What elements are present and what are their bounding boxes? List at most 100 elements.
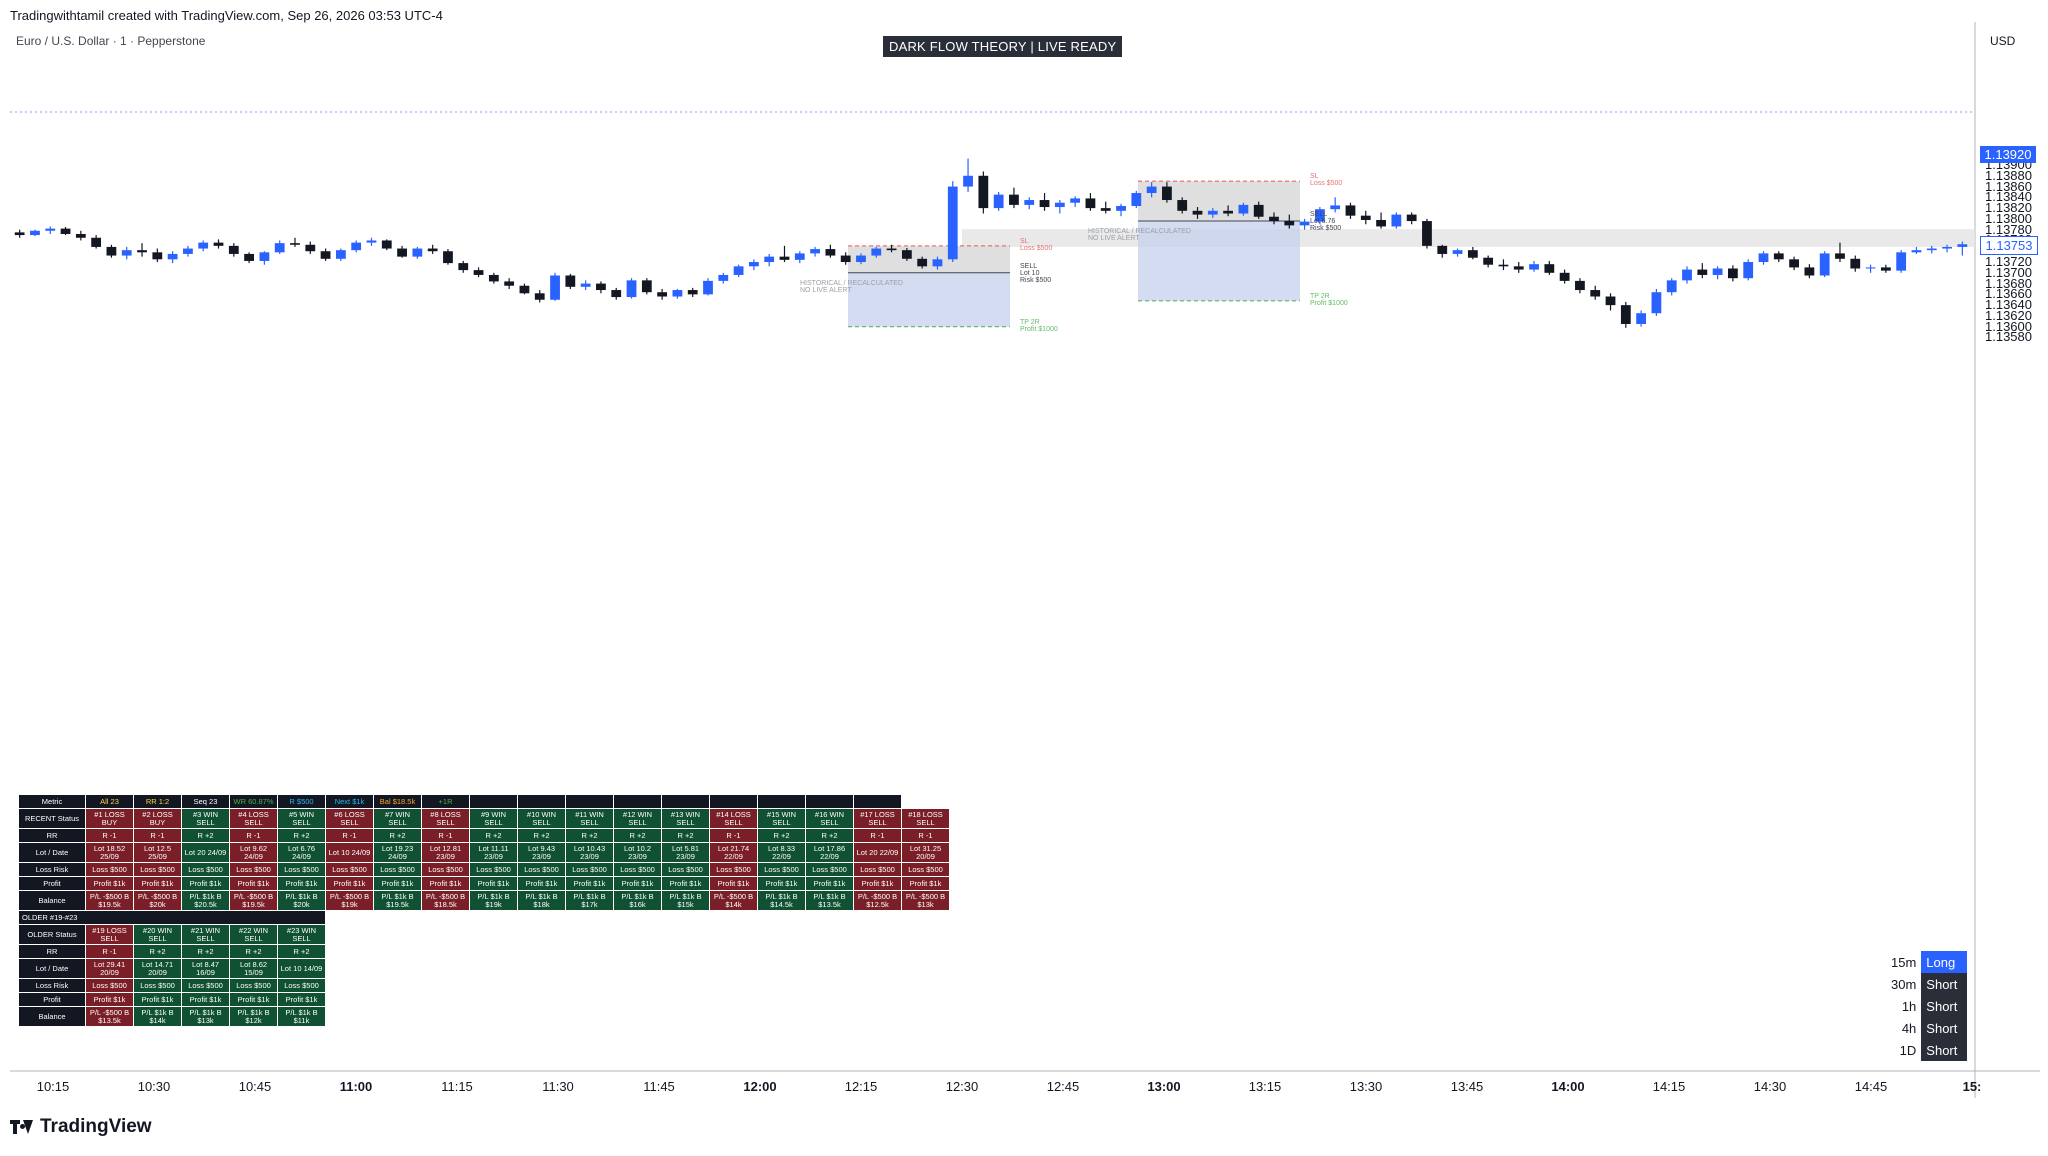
table-cell	[805, 794, 854, 809]
table-cell	[565, 794, 614, 809]
candle	[75, 230, 86, 241]
candle	[1376, 212, 1386, 229]
table-cell: OLDER #19-#23	[18, 910, 326, 925]
candle	[1452, 248, 1463, 257]
table-cell: Loss $500	[133, 862, 182, 877]
candle	[1177, 197, 1188, 214]
table-cell: Loss Risk	[18, 862, 86, 877]
candle	[1880, 264, 1891, 273]
price-tick: 1.13860	[1985, 178, 2032, 194]
price-tick: 1.13720	[1985, 254, 2032, 270]
table-row: Loss Risk Loss $500 Loss $500 Loss $500 Loss…	[18, 862, 950, 877]
table-cell: P/L -$500 B $14k	[709, 890, 758, 911]
table-cell: Loss $500	[853, 862, 902, 877]
table-cell: Lot 11.11 23/09	[469, 842, 518, 863]
candle	[320, 248, 331, 261]
table-cell: Lot 20 24/09	[181, 842, 230, 863]
table-cell: P/L -$500 B $18.5k	[421, 890, 470, 911]
table-cell: #14 LOSS SELL	[709, 808, 758, 829]
price-tick: 1.13700	[1985, 264, 2032, 280]
price-tick: 1.13660	[1985, 286, 2032, 302]
candle	[1238, 202, 1249, 216]
table-cell: #21 WIN SELL	[181, 924, 230, 945]
trade-setup-1[interactable]	[848, 245, 1010, 328]
table-row: Profit Profit $1k Profit $1k Profit $1k Prof…	[18, 992, 950, 1007]
symbol-legend[interactable]: Euro / U.S. Dollar · 1 · Pepperstone	[16, 34, 206, 48]
candle	[1284, 214, 1295, 229]
candle	[1253, 201, 1264, 219]
table-cell: R +2	[181, 828, 230, 843]
table-cell: Loss $500	[325, 862, 374, 877]
candle	[1697, 263, 1708, 279]
candle	[290, 237, 300, 247]
table-cell: R +2	[757, 828, 806, 843]
candle	[1269, 212, 1279, 225]
candle	[137, 243, 147, 257]
table-cell: #22 WIN SELL	[229, 924, 278, 945]
trade-setup-2[interactable]	[1138, 180, 1300, 302]
table-cell: Lot 12.5 25/09	[133, 842, 182, 863]
table-cell: Loss $500	[805, 862, 854, 877]
table-row: Balance P/L -$500 B $19.5k P/L -$500 B $20…	[18, 890, 950, 911]
candle	[641, 278, 652, 295]
trend-direction: Short	[1921, 995, 1968, 1017]
candle	[1345, 202, 1356, 219]
candle	[1437, 244, 1448, 258]
table-cell: Lot 10.43 23/09	[565, 842, 614, 863]
candle	[749, 259, 759, 271]
candle	[901, 248, 912, 261]
candle	[856, 253, 866, 265]
table-cell: Profit $1k	[133, 876, 182, 891]
candle	[534, 290, 545, 303]
candle	[1835, 242, 1845, 263]
candle	[244, 252, 254, 264]
trend-row: 1h Short	[1886, 995, 1968, 1017]
price-tick: 1.13600	[1985, 318, 2032, 334]
table-cell: Profit	[18, 992, 86, 1007]
table-row: Metric All 23 RR 1:2 Seq 23 WR 60.87% R $500 N…	[18, 794, 950, 809]
candle	[1559, 269, 1570, 284]
candle	[1100, 201, 1111, 214]
candle	[60, 226, 71, 236]
candle	[1009, 187, 1019, 209]
candle	[397, 245, 407, 258]
candle	[228, 243, 239, 257]
table-cell: Loss $500	[181, 978, 230, 993]
table-cell: #9 WIN SELL	[469, 808, 518, 829]
table-cell: Profit $1k	[709, 876, 758, 891]
currency-label[interactable]: USD	[1990, 34, 2016, 48]
trade-annotation: SL	[1310, 173, 1319, 181]
table-cell: Profit $1k	[277, 992, 326, 1007]
table-row: RECENT Status #1 LOSS BUY #2 LOSS BUY #3 WI…	[18, 808, 950, 829]
candle	[825, 244, 836, 258]
table-cell: Profit $1k	[181, 992, 230, 1007]
table-cell: Loss $500	[277, 978, 326, 993]
table-cell: +1R	[421, 794, 470, 809]
price-tick: 1.13580	[1985, 329, 2032, 345]
candle	[993, 191, 1004, 211]
table-cell	[613, 794, 662, 809]
candle	[1926, 245, 1937, 254]
table-cell: Profit $1k	[901, 876, 950, 891]
trend-row: 15m Long	[1886, 951, 1968, 973]
trend-direction: Short	[1921, 1039, 1968, 1061]
table-cell: #23 WIN SELL	[277, 924, 326, 945]
trade-annotation: HISTORICAL / RECALCULATED	[800, 279, 903, 287]
table-cell: R +2	[373, 828, 422, 843]
table-cell: R +2	[613, 828, 662, 843]
table-row: RR R -1 R +2 R +2 R +2 R +2	[18, 944, 950, 959]
table-cell: Loss $500	[229, 978, 278, 993]
table-cell: #10 WIN SELL	[517, 808, 566, 829]
trend-timeframe: 30m	[1891, 976, 1917, 992]
table-cell: R +2	[661, 828, 710, 843]
table-cell: Lot 19.23 24/09	[373, 842, 422, 863]
candle	[1544, 260, 1555, 275]
candle	[1085, 193, 1096, 211]
table-cell: R +2	[277, 944, 326, 959]
table-cell: Profit $1k	[805, 876, 854, 891]
table-cell: Lot 9.62 24/09	[229, 842, 278, 863]
table-cell: Profit $1k	[133, 992, 182, 1007]
tradingview-logo[interactable]: TradingView	[10, 1116, 152, 1138]
trend-row: 30m Short	[1886, 973, 1968, 995]
